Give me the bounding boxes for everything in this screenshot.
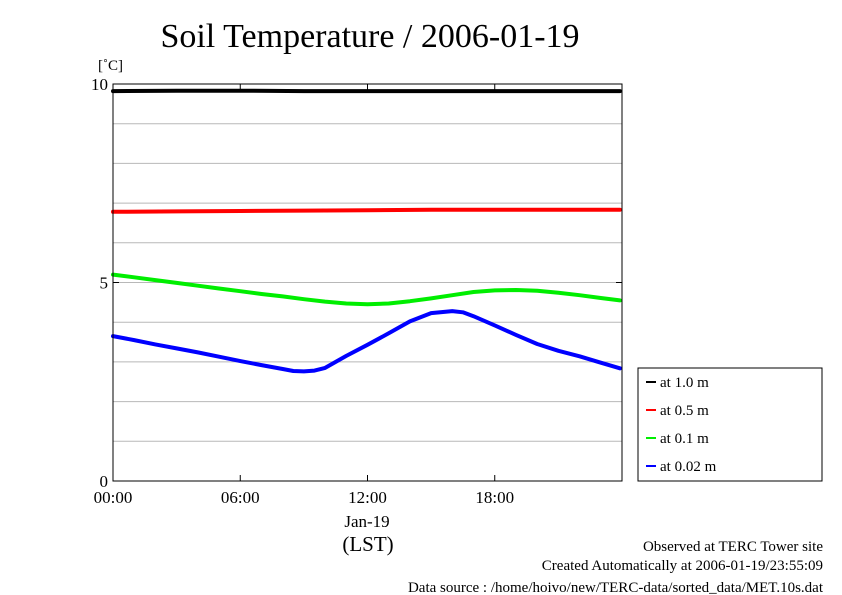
x-tick-label-1: 06:00 [221, 488, 260, 507]
chart-title: Soil Temperature / 2006-01-19 [160, 18, 579, 55]
footer-source: Data source : /home/hoivo/new/TERC-data/… [408, 580, 824, 595]
x-tick-label-3: 18:00 [475, 488, 514, 507]
x-axis-label: (LST) [342, 532, 393, 556]
x-axis-ticks: 00:00 06:00 12:00 18:00 [94, 84, 514, 507]
legend: at 1.0 m at 0.5 m at 0.1 m at 0.02 m [637, 367, 823, 482]
y-axis-unit-label: [˚C] [98, 58, 123, 74]
legend-label-1: at 0.5 m [660, 403, 709, 419]
footer-created: Created Automatically at 2006-01-19/23:5… [542, 558, 823, 574]
legend-label-0: at 1.0 m [660, 375, 709, 391]
gridlines [113, 123, 622, 442]
footer-observed: Observed at TERC Tower site [643, 539, 823, 555]
series-line-1 [111, 207, 622, 214]
y-tick-label-0: 0 [100, 472, 109, 491]
y-tick-label-2: 10 [91, 75, 108, 94]
series-lines [111, 88, 622, 374]
y-axis-ticks: 0 5 10 [91, 75, 622, 491]
legend-label-2: at 0.1 m [660, 431, 709, 447]
x-tick-label-0: 00:00 [94, 488, 133, 507]
series-line-3 [111, 309, 622, 374]
x-tick-label-2: 12:00 [348, 488, 387, 507]
series-line-2 [111, 272, 622, 307]
legend-box [637, 367, 823, 482]
y-tick-label-1: 5 [100, 274, 109, 293]
x-axis-date-label: Jan-19 [344, 512, 389, 531]
legend-label-3: at 0.02 m [660, 459, 717, 475]
